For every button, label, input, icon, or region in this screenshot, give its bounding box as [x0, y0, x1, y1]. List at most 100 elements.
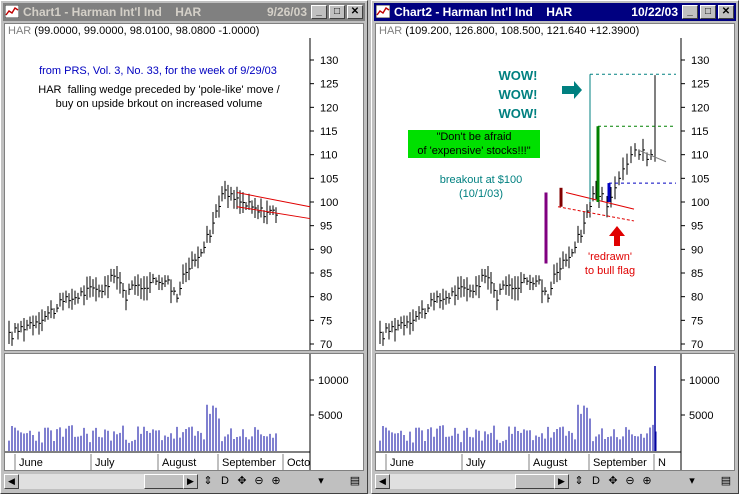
price-tick-label: 110: [320, 150, 338, 162]
wedge-lower-line: [236, 206, 311, 220]
chart1-price-pane[interactable]: 130 125 120 115 110 105 100 95 90 85 80 75 70 HAR (9…: [4, 23, 364, 351]
wedge-upper-line: [236, 192, 311, 208]
price-tick-label: 90: [320, 244, 332, 256]
zoom-out-icon[interactable]: ⊖: [625, 475, 635, 487]
period-icon[interactable]: D: [221, 475, 229, 487]
chart-app-icon: [5, 5, 19, 18]
period-icon[interactable]: D: [592, 475, 600, 487]
annotation-wow: WOW! WOW! WOW!: [498, 68, 538, 121]
close-button[interactable]: ✕: [718, 5, 734, 19]
month-label: September: [222, 457, 276, 469]
annotation-pattern: HAR falling wedge preceded by 'pole-like…: [38, 84, 280, 110]
up-arrow-icon: [609, 226, 625, 246]
annotation-source: from PRS, Vol. 3, No. 33, for the week o…: [39, 65, 277, 77]
chart2-price-pane[interactable]: 130 125 120 115 110 105 100 95 90 85 80 75 70 HAR (1…: [375, 23, 735, 351]
price-tick-label: 80: [320, 292, 332, 304]
chart2-window: Chart2 - Harman Int'l Ind HAR 10/22/03 _…: [371, 0, 739, 494]
chart2-info-symbol: HAR: [379, 25, 403, 37]
scroll-left-button[interactable]: ◀: [4, 474, 19, 489]
volume-tick-label: 10000: [318, 375, 349, 387]
scale-icon[interactable]: ⇕: [203, 475, 213, 487]
dropdown-icon[interactable]: ▾: [318, 475, 324, 487]
chart1-window: Chart1 - Harman Int'l Ind HAR 9/26/03 _ …: [0, 0, 368, 494]
month-label: July: [95, 457, 115, 469]
price-tick-label: 125: [320, 79, 338, 91]
price-tick-label: 75: [691, 315, 703, 327]
chart1-price-plot: 130 125 120 115 110 105 100 95 90 85 80 75 70: [8, 38, 338, 350]
chart1-info-symbol: HAR: [8, 25, 32, 37]
scroll-right-button[interactable]: ▶: [183, 474, 198, 489]
month-label: September: [593, 457, 647, 469]
price-tick-label: 120: [691, 102, 709, 114]
horizontal-scroll-track[interactable]: [390, 474, 554, 489]
scroll-left-button[interactable]: ◀: [375, 474, 390, 489]
maximize-button[interactable]: □: [329, 5, 345, 19]
chart2-toolbar: ◀ ▶ ⇕ D ✥ ⊖ ⊕ ▾ ▤: [375, 473, 735, 491]
horizontal-scroll-thumb[interactable]: [515, 474, 559, 489]
price-tick-label: 95: [691, 221, 703, 233]
zoom-in-icon[interactable]: ⊕: [271, 475, 281, 487]
price-tick-label: 90: [691, 244, 703, 256]
chart-app-icon: [376, 5, 390, 18]
price-tick-label: 85: [320, 268, 332, 280]
chart2-volume-plot: 10000 5000 June July August September N: [376, 354, 720, 470]
chart1-title-bar[interactable]: Chart1 - Harman Int'l Ind HAR 9/26/03 _ …: [3, 3, 365, 21]
dropdown-icon[interactable]: ▾: [689, 475, 695, 487]
flag-lower-line: [557, 206, 635, 222]
price-tick-label: 100: [320, 197, 338, 209]
consolidation-line: [637, 149, 667, 163]
price-tick-label: 105: [691, 173, 709, 185]
chart1-toolbar: ◀ ▶ ⇕ D ✥ ⊖ ⊕ ▾ ▤: [4, 473, 364, 491]
chart2-title-bar[interactable]: Chart2 - Harman Int'l Ind HAR 10/22/03 _…: [374, 3, 736, 21]
month-label: August: [533, 457, 567, 469]
scroll-right-button[interactable]: ▶: [554, 474, 569, 489]
month-label: July: [466, 457, 486, 469]
month-label: June: [19, 457, 43, 469]
chart2-date: 10/22/03: [631, 5, 678, 19]
chart1-info-line: HAR (99.0000, 99.0000, 98.0100, 98.0800 …: [8, 25, 259, 37]
volume-tick-label: 5000: [689, 410, 713, 422]
chart2-title: Chart2 - Harman Int'l Ind HAR: [394, 5, 573, 19]
price-tick-label: 125: [691, 79, 709, 91]
scale-icon[interactable]: ⇕: [574, 475, 584, 487]
chart2-info-line: HAR (109.200, 126.800, 108.500, 121.640 …: [379, 25, 639, 37]
chart2-price-plot: 130 125 120 115 110 105 100 95 90 85 80 75 70: [379, 38, 709, 350]
chart1-title: Chart1 - Harman Int'l Ind HAR: [23, 5, 202, 19]
price-tick-label: 85: [691, 268, 703, 280]
price-tick-label: 130: [691, 55, 709, 67]
annotation-redrawn: 'redrawn' to bull flag: [584, 251, 636, 277]
month-label: June: [390, 457, 414, 469]
chart1-volume-plot: 10000 5000 June July August September Octo: [5, 354, 349, 470]
price-tick-label: 70: [691, 339, 703, 350]
flag-upper-line: [565, 192, 635, 210]
zoom-out-icon[interactable]: ⊖: [254, 475, 264, 487]
chart1-date: 9/26/03: [266, 5, 307, 19]
price-tick-label: 100: [691, 197, 709, 209]
chart1-info-values: (99.0000, 99.0000, 98.0100, 98.0800 -1.0…: [34, 25, 260, 37]
month-label: Octo: [287, 457, 310, 469]
minimize-button[interactable]: _: [682, 5, 698, 19]
move-icon[interactable]: ✥: [608, 475, 618, 487]
chart1-volume-pane[interactable]: 10000 5000 June July August September Octo: [4, 353, 364, 471]
horizontal-scroll-track[interactable]: [19, 474, 183, 489]
menu-list-icon[interactable]: ▤: [349, 475, 361, 487]
minimize-button[interactable]: _: [311, 5, 327, 19]
maximize-button[interactable]: □: [700, 5, 716, 19]
close-button[interactable]: ✕: [347, 5, 363, 19]
chart2-volume-pane[interactable]: 10000 5000 June July August September N: [375, 353, 735, 471]
month-label: N: [658, 457, 666, 469]
horizontal-scroll-thumb[interactable]: [144, 474, 188, 489]
annotation-expensive-stocks: "Don't be afraid of 'expensive' stocks!!…: [408, 130, 540, 158]
price-tick-label: 120: [320, 102, 338, 114]
volume-tick-label: 10000: [689, 375, 720, 387]
annotation-breakout: breakout at $100 (10/1/03): [439, 174, 523, 200]
move-icon[interactable]: ✥: [237, 475, 247, 487]
price-tick-label: 80: [691, 292, 703, 304]
price-tick-label: 110: [691, 150, 709, 162]
zoom-in-icon[interactable]: ⊕: [642, 475, 652, 487]
volume-tick-label: 5000: [318, 410, 342, 422]
price-tick-label: 95: [320, 221, 332, 233]
price-tick-label: 70: [320, 339, 332, 350]
price-tick-label: 130: [320, 55, 338, 67]
menu-list-icon[interactable]: ▤: [720, 475, 732, 487]
